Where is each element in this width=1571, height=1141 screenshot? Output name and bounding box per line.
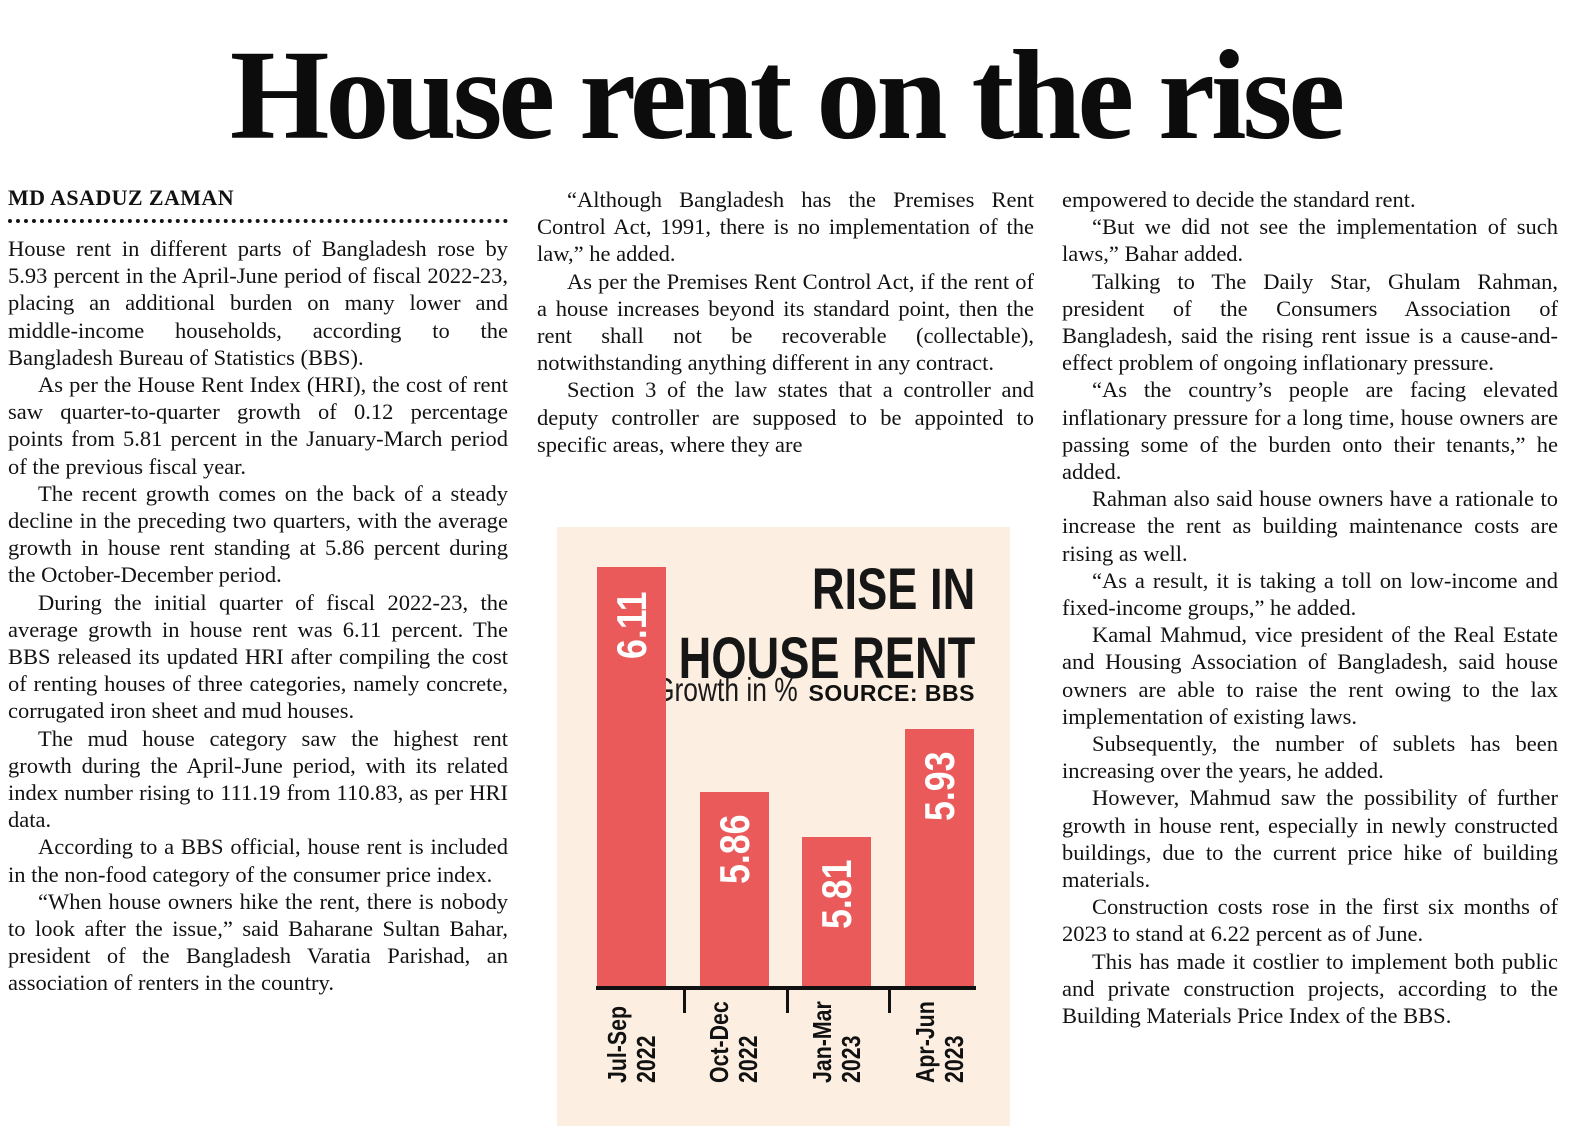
chart-subtitle: Growth in % bbox=[654, 671, 799, 708]
article-paragraph: Section 3 of the law states that a contr… bbox=[537, 377, 1034, 457]
article-paragraph: “Although Bangladesh has the Premises Re… bbox=[537, 187, 1034, 267]
bar-value-label: 5.86 bbox=[711, 814, 758, 884]
column-3-paragraphs: empowered to decide the standard rent. “B… bbox=[1062, 186, 1558, 1029]
article-column-2: “Although Bangladesh has the Premises Re… bbox=[537, 186, 1034, 458]
axis-tick bbox=[786, 986, 789, 1013]
axis-tick bbox=[683, 986, 686, 1013]
article-paragraph: The mud house category saw the highest r… bbox=[8, 725, 508, 833]
article-paragraph: “But we did not see the implementation o… bbox=[1062, 214, 1558, 267]
article-paragraph: According to a BBS official, house rent … bbox=[8, 834, 508, 887]
article-paragraph: Subsequently, the number of sublets has … bbox=[1062, 731, 1558, 784]
article-paragraph: House rent in different parts of Banglad… bbox=[8, 236, 508, 370]
x-axis-label-line: Oct-Dec bbox=[704, 1001, 734, 1083]
x-axis-label: Oct-Dec 2022 bbox=[704, 1001, 763, 1083]
chart-title-line-2: HOUSE RENT bbox=[678, 626, 975, 691]
bar-Oct-Dec-2022: 5.86 bbox=[700, 792, 769, 986]
x-axis-label: Apr-Jun 2023 bbox=[910, 1001, 969, 1083]
x-axis-label-line: Jan-Mar bbox=[807, 1001, 837, 1083]
article-paragraph: As per the House Rent Index (HRI), the c… bbox=[8, 372, 508, 479]
article-paragraph: However, Mahmud saw the possibility of f… bbox=[1062, 785, 1558, 893]
article-column-1: MD ASADUZ ZAMAN House rent in different … bbox=[8, 186, 508, 997]
article-paragraph: As per the Premises Rent Control Act, if… bbox=[537, 268, 1034, 376]
article-paragraph: Talking to The Daily Star, Ghulam Rahman… bbox=[1062, 268, 1558, 376]
bar-value-label: 5.81 bbox=[813, 859, 860, 929]
article-paragraph: During the initial quarter of fiscal 202… bbox=[8, 589, 508, 724]
bar-value-label: 5.93 bbox=[916, 751, 963, 821]
chart-title: RISE IN HOUSE RENT bbox=[678, 555, 975, 693]
article-paragraph: “As the country’s people are facing elev… bbox=[1062, 377, 1558, 485]
byline-dotted-rule bbox=[8, 219, 508, 223]
article-paragraph: The recent growth comes on the back of a… bbox=[8, 480, 508, 588]
byline: MD ASADUZ ZAMAN bbox=[8, 185, 234, 210]
x-axis-label-line: 2022 bbox=[631, 1035, 661, 1083]
column-2-paragraphs: “Although Bangladesh has the Premises Re… bbox=[537, 186, 1034, 458]
x-axis-label: Jan-Mar 2023 bbox=[807, 1001, 866, 1083]
bar-Apr-Jun-2023: 5.93 bbox=[905, 729, 974, 986]
x-axis-label: Jul-Sep 2022 bbox=[602, 1005, 661, 1083]
x-axis-label-line: 2023 bbox=[939, 1035, 969, 1083]
x-axis-label-line: Jul-Sep bbox=[602, 1005, 632, 1083]
bar-value-label: 6.11 bbox=[608, 591, 655, 659]
column-1-paragraphs: House rent in different parts of Banglad… bbox=[8, 235, 508, 997]
x-axis-label-line: Apr-Jun bbox=[910, 1001, 940, 1083]
article-paragraph: Construction costs rose in the first six… bbox=[1062, 894, 1558, 947]
chart-source: SOURCE: BBS bbox=[808, 680, 975, 706]
bar-Jul-Sep-2022: 6.11 bbox=[597, 567, 666, 986]
article-paragraph: empowered to decide the standard rent. bbox=[1062, 187, 1416, 212]
x-axis-label-line: 2023 bbox=[836, 1035, 866, 1083]
chart-subtitle-row: Growth in % SOURCE: BBS bbox=[618, 671, 975, 709]
headline: House rent on the rise bbox=[229, 24, 1345, 166]
article-paragraph: This has made it costlier to implement b… bbox=[1062, 948, 1558, 1029]
article-paragraph: “As a result, it is taking a toll on low… bbox=[1062, 567, 1558, 621]
chart-title-line-1: RISE IN bbox=[811, 557, 975, 622]
article-column-3: empowered to decide the standard rent. “B… bbox=[1062, 186, 1558, 1029]
article-paragraph: Rahman also said house owners have a rat… bbox=[1062, 486, 1558, 566]
article-paragraph: “When house owners hike the rent, there … bbox=[8, 888, 508, 996]
bar-Jan-Mar-2023: 5.81 bbox=[802, 837, 871, 986]
axis-tick bbox=[888, 986, 891, 1013]
house-rent-bar-chart: RISE IN HOUSE RENT Growth in % SOURCE: B… bbox=[557, 527, 1010, 1126]
x-axis-label-line: 2022 bbox=[733, 1035, 763, 1083]
article-paragraph: Kamal Mahmud, vice president of the Real… bbox=[1062, 622, 1558, 729]
